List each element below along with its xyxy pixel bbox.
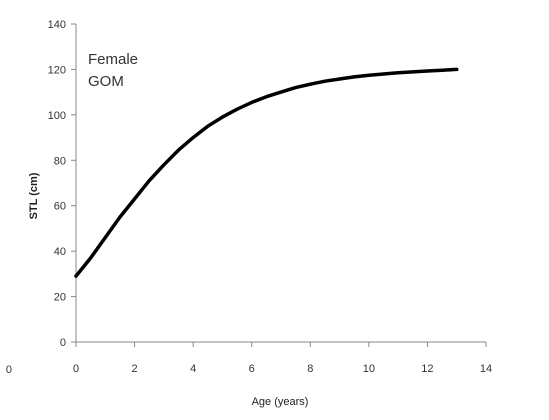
x-tick-label: 8	[307, 363, 313, 375]
annotation-region: GOM	[88, 73, 124, 90]
stray-tick-label: 0	[6, 364, 12, 376]
y-tick-label: 60	[54, 201, 66, 213]
x-axis-ticks: 0 2 4 6 8 10 12 14	[73, 342, 492, 375]
annotation-sex: Female	[88, 51, 138, 68]
y-tick-label: 0	[60, 337, 66, 349]
x-tick-label: 10	[363, 363, 375, 375]
y-axis-title: STL (cm)	[28, 172, 40, 219]
y-tick-label: 120	[48, 64, 66, 76]
y-tick-label: 100	[48, 110, 66, 122]
growth-curve-line	[74, 67, 459, 278]
x-tick-label: 12	[421, 363, 433, 375]
y-tick-label: 140	[48, 19, 66, 31]
x-tick-label: 14	[480, 363, 492, 375]
x-tick-label: 6	[249, 363, 255, 375]
y-tick-label: 80	[54, 155, 66, 167]
x-tick-label: 0	[73, 363, 79, 375]
y-axis-ticks: 0 20 40 60 80 100 120 140	[48, 19, 76, 349]
y-tick-label: 20	[54, 292, 66, 304]
x-tick-label: 2	[132, 363, 138, 375]
x-tick-label: 4	[190, 363, 196, 375]
y-tick-label: 40	[54, 246, 66, 258]
x-axis-title: Age (years)	[252, 396, 309, 408]
